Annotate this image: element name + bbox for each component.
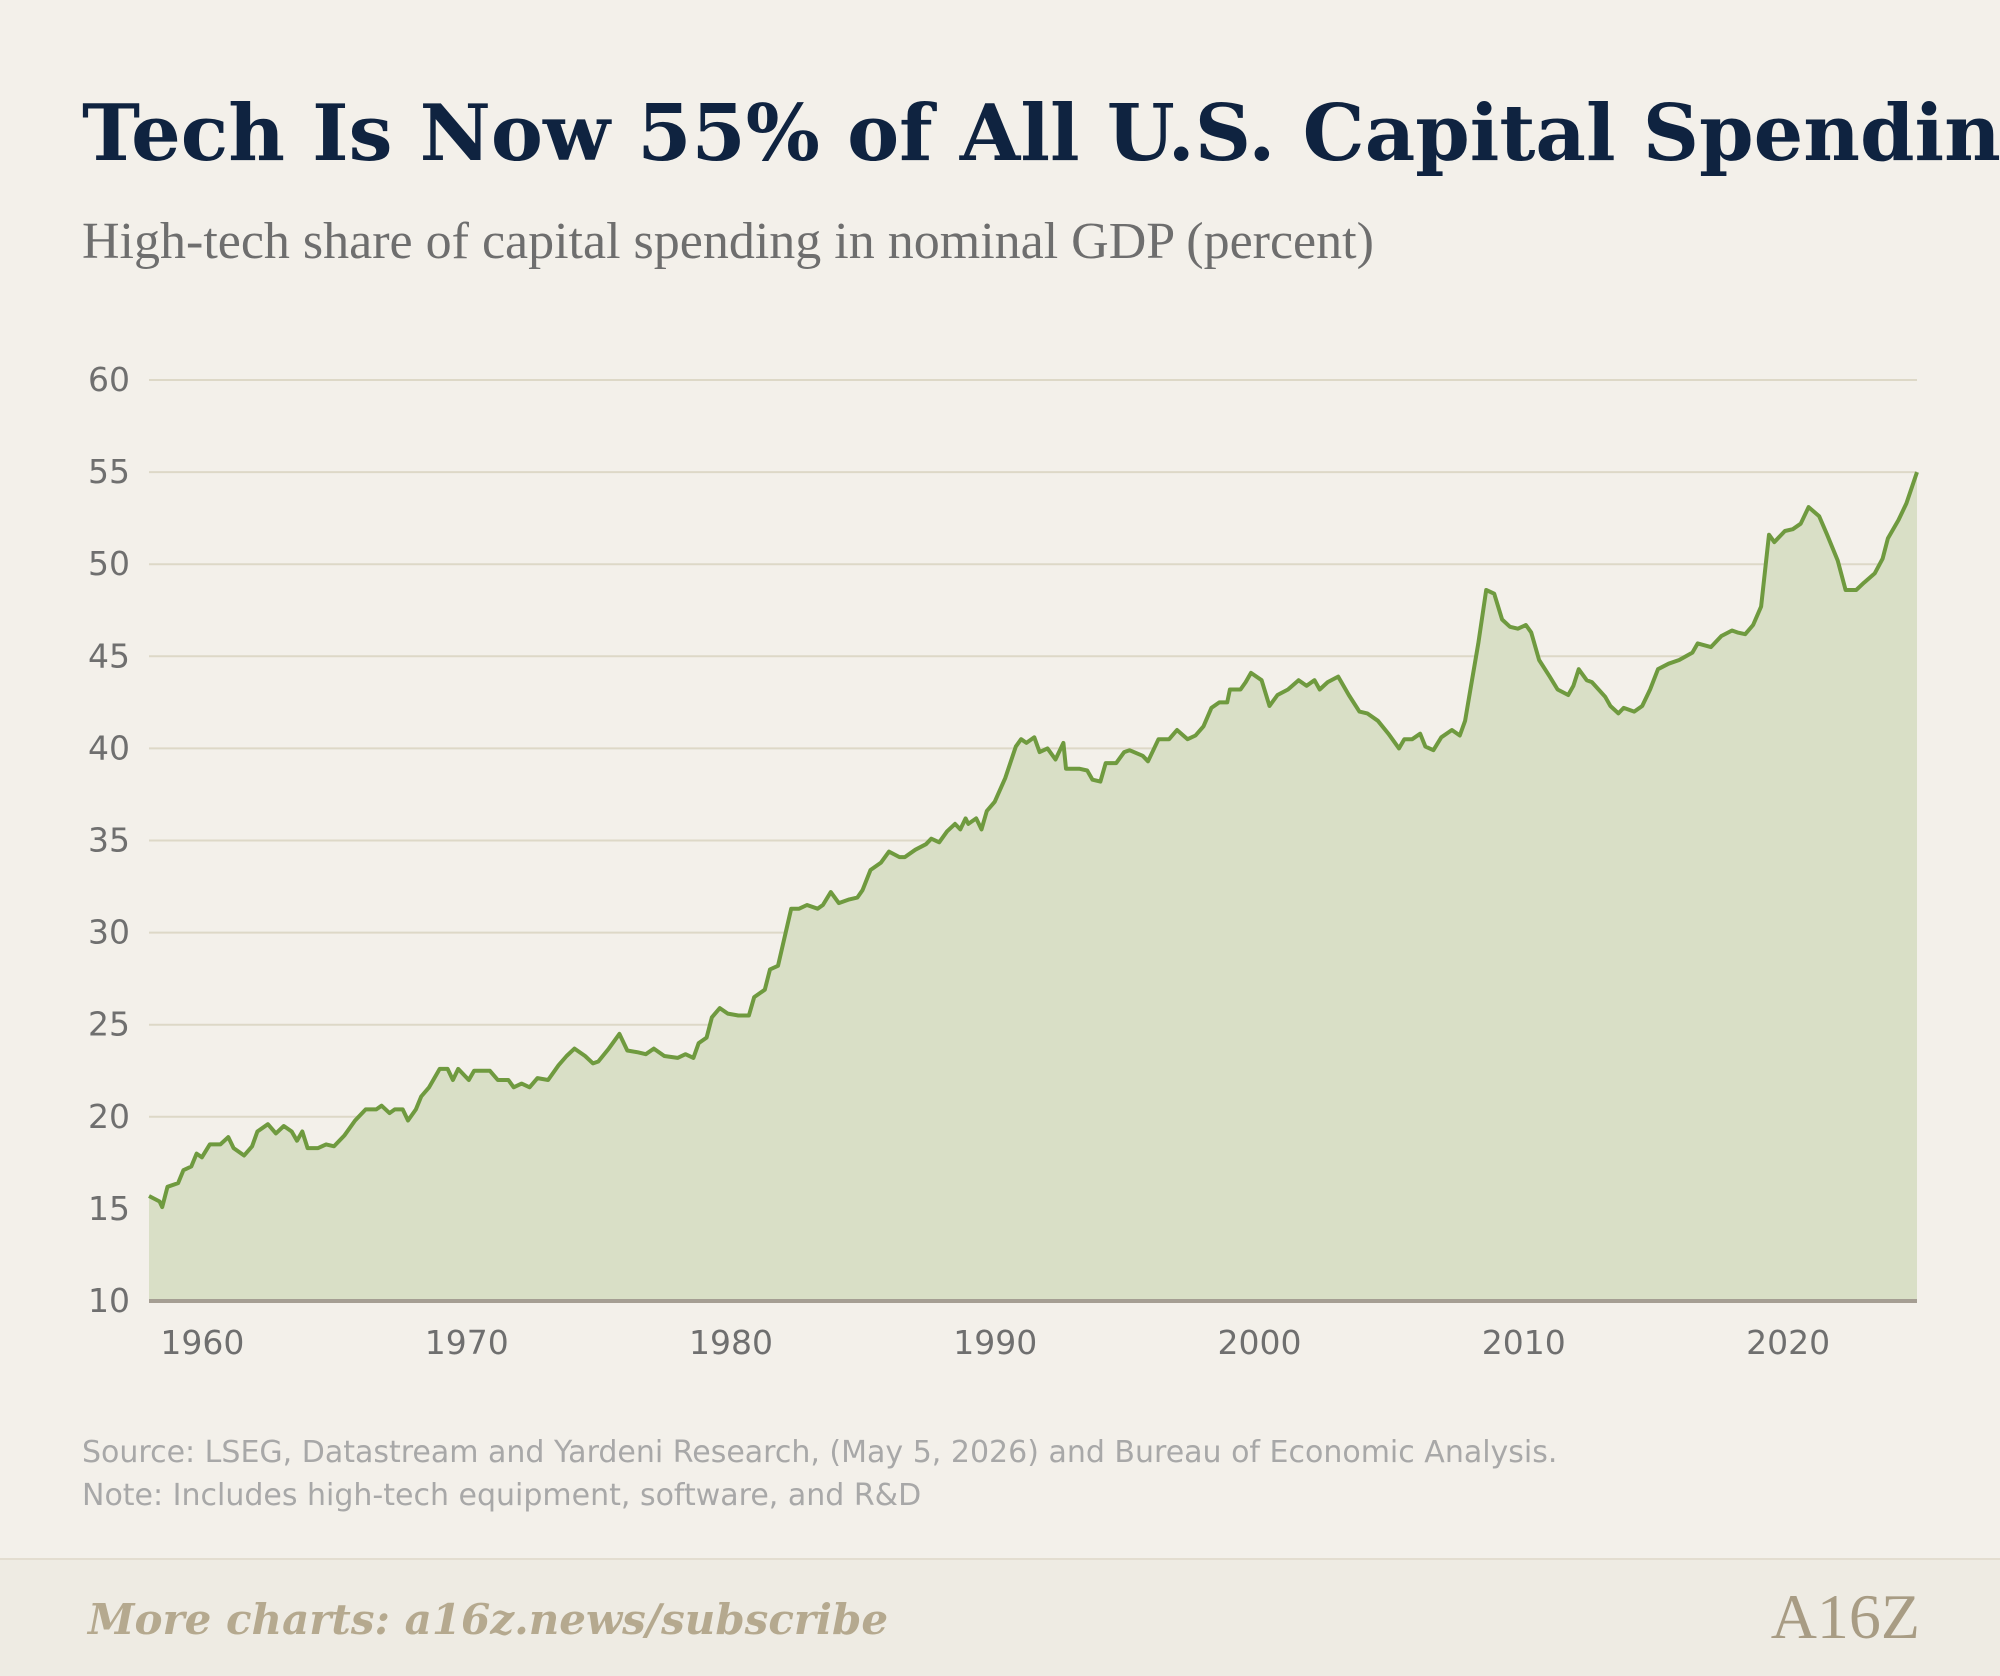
- y-tick-label: 40: [88, 728, 130, 767]
- footer-link[interactable]: More charts: a16z.news/subscribe: [86, 1595, 888, 1644]
- x-tick-label: 1960: [160, 1323, 244, 1362]
- y-tick-label: 50: [88, 544, 130, 583]
- y-tick-label: 10: [88, 1281, 130, 1320]
- x-tick-label: 2000: [1218, 1323, 1302, 1362]
- brand-logo: A16Z: [1771, 1581, 1920, 1652]
- x-tick-label: 1970: [425, 1323, 509, 1362]
- x-tick-label: 2010: [1482, 1323, 1566, 1362]
- note: Note: Includes high-tech equipment, soft…: [82, 1478, 921, 1513]
- y-tick-label: 35: [88, 821, 130, 860]
- y-tick-label: 30: [88, 913, 130, 952]
- y-tick-label: 60: [88, 360, 130, 399]
- x-tick-label: 2020: [1746, 1323, 1830, 1362]
- y-tick-label: 55: [88, 452, 130, 491]
- y-tick-label: 25: [88, 1005, 130, 1044]
- line: [148, 471, 1919, 1210]
- x-tick-label: 1990: [953, 1323, 1037, 1362]
- footer-band: [0, 1559, 2000, 1676]
- x-tick-label: 1980: [689, 1323, 773, 1362]
- y-tick-label: 20: [88, 1097, 130, 1136]
- source: Source: LSEG, Datastream and Yardeni Res…: [82, 1435, 1557, 1470]
- y-tick-label: 45: [88, 636, 130, 675]
- chart-subtitle: High-tech share of capital spending in n…: [82, 213, 1374, 270]
- y-tick-label: 15: [88, 1189, 130, 1228]
- chart-title: Tech Is Now 55% of All U.S. Capital Spen…: [82, 88, 2000, 179]
- area-fill: [149, 472, 1917, 1302]
